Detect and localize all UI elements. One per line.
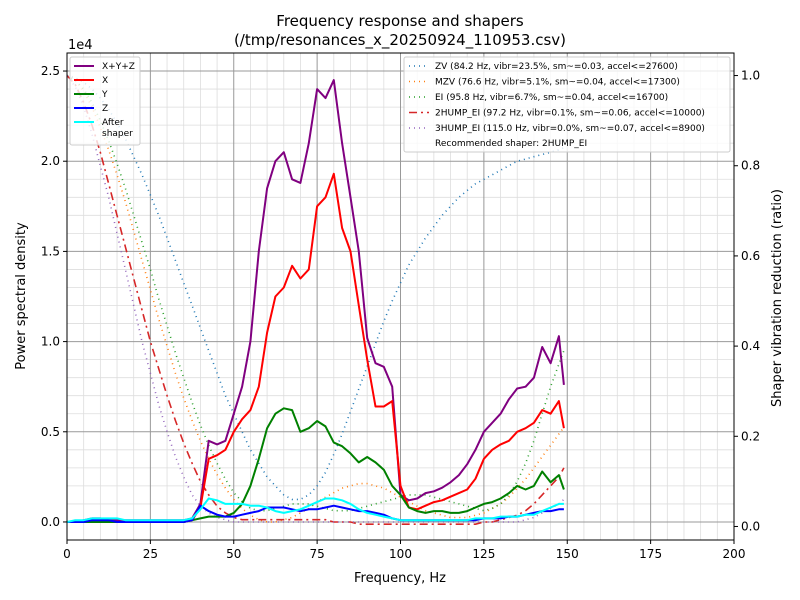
x-tick-label: 100 <box>389 547 412 561</box>
series-line-after <box>66 497 564 523</box>
legend-right: ZV (84.2 Hz, vibr=23.5%, sm~=0.03, accel… <box>403 56 731 153</box>
y-tick-label: 0.5 <box>41 425 60 439</box>
series-line-zv <box>66 74 565 501</box>
y-tick-label: 1.5 <box>41 244 60 258</box>
legend-label: shaper <box>102 129 133 139</box>
series-line-x <box>67 172 565 523</box>
x-tick-label: 125 <box>472 547 495 561</box>
y-tick-label: 0.0 <box>41 515 60 529</box>
x-tick-label: 150 <box>556 547 579 561</box>
legend-label: ZV (84.2 Hz, vibr=23.5%, sm~=0.03, accel… <box>435 62 678 72</box>
legend-label: Y <box>101 90 108 100</box>
legend-label: After <box>102 118 124 128</box>
y2-tick-label: 0.4 <box>741 339 760 353</box>
y2-axis-label: Shaper vibration reduction (ratio) <box>770 189 785 407</box>
y2-axis-ticks: 0.0 0.2 0.4 0.6 0.8 1.0 <box>734 69 760 533</box>
y-tick-label: 2.0 <box>41 154 60 168</box>
y2-tick-label: 0.6 <box>741 249 760 263</box>
x-tick-label: 200 <box>723 547 746 561</box>
series-layer <box>66 74 565 526</box>
y-tick-label: 2.5 <box>41 64 60 78</box>
y2-tick-label: 0.2 <box>741 429 760 443</box>
legend-label: Z <box>102 104 108 114</box>
x-tick-label: 175 <box>639 547 662 561</box>
x-axis-label: Frequency, Hz <box>354 571 446 586</box>
y2-tick-label: 0.0 <box>741 519 760 533</box>
x-tick-label: 75 <box>309 547 324 561</box>
x-axis-ticks: 0 25 50 75 100 125 150 175 200 <box>63 540 745 561</box>
legend-label: 2HUMP_EI (97.2 Hz, vibr=0.1%, sm~=0.06, … <box>435 109 705 119</box>
chart-subtitle: (/tmp/resonances_x_20250924_110953.csv) <box>234 31 566 50</box>
x-tick-label: 0 <box>63 547 71 561</box>
series-line-mzv <box>66 74 565 523</box>
series-line-2hump-ei <box>66 74 565 526</box>
y-exponent-label: 1e4 <box>68 38 93 53</box>
y-tick-label: 1.0 <box>41 335 60 349</box>
y-axis-ticks: 0.0 0.5 1.0 1.5 2.0 2.5 <box>41 64 67 529</box>
legend-label: EI (95.8 Hz, vibr=6.7%, sm~=0.04, accel<… <box>435 93 668 103</box>
chart-title: Frequency response and shapers <box>276 12 524 30</box>
series-line-3hump-ei <box>66 75 565 523</box>
legend-label: X <box>102 76 108 86</box>
y-axis-label: Power spectral density <box>14 222 29 370</box>
legend-label: MZV (76.6 Hz, vibr=5.1%, sm~=0.04, accel… <box>435 78 680 88</box>
legend-label: 3HUMP_EI (115.0 Hz, vibr=0.0%, sm~=0.07,… <box>435 124 705 134</box>
legend-label: X+Y+Z <box>102 62 135 72</box>
x-tick-label: 25 <box>143 547 158 561</box>
y2-tick-label: 1.0 <box>741 69 760 83</box>
recommended-shaper-text: Recommended shaper: 2HUMP_EI <box>435 139 587 149</box>
y2-tick-label: 0.8 <box>741 159 760 173</box>
x-tick-label: 50 <box>226 547 241 561</box>
